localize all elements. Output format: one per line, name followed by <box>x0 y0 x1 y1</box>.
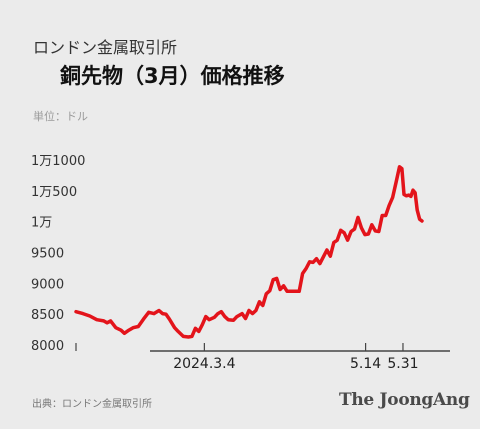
chart-title: 銅先物（3月）価格推移 <box>60 64 285 88</box>
source-note: 出典：ロンドン金属取引所 <box>32 399 152 410</box>
price-series-line <box>74 165 424 339</box>
y-axis-ticks: 8000 8500 9000 9500 1万 1万500 1万1000 <box>31 154 85 354</box>
x-axis-ticks: 2024.3.4 5.14 5.31 <box>75 343 419 372</box>
x-tick-label: 2024.3.4 <box>173 356 235 372</box>
y-tick-label: 9500 <box>31 247 64 262</box>
y-tick-label: 1万 <box>31 216 52 231</box>
brand-logo: The JoongAng <box>339 390 470 410</box>
y-tick-label: 9000 <box>31 277 64 292</box>
y-tick-label: 8500 <box>31 308 64 323</box>
x-tick-label: 5.14 <box>350 356 381 372</box>
y-tick-label: 1万500 <box>31 185 77 200</box>
chart-subtitle: ロンドン金属取引所 <box>33 38 178 57</box>
price-line-chart: 8000 8500 9000 9500 1万 1万500 1万1000 2024.3.4 5.… <box>31 154 450 372</box>
y-tick-label: 8000 <box>31 339 64 354</box>
y-tick-label: 1万1000 <box>31 154 85 169</box>
x-tick-label: 5.31 <box>387 356 418 372</box>
unit-label: 単位：ドル <box>33 110 88 123</box>
